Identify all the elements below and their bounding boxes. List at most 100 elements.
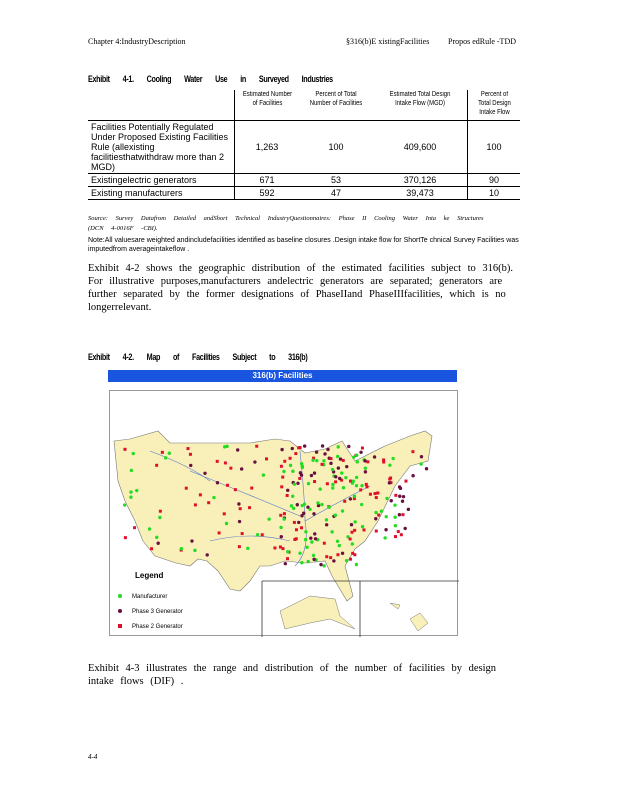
facility-marker [324, 523, 329, 527]
facility-marker [297, 520, 301, 525]
facility-marker [373, 492, 377, 496]
facility-marker [298, 476, 302, 480]
facility-marker [281, 475, 285, 479]
facility-marker [288, 456, 292, 460]
facility-marker [155, 463, 159, 467]
facility-marker [404, 479, 408, 483]
facility-marker [374, 529, 378, 533]
facility-marker [158, 515, 162, 520]
facility-marker [359, 450, 363, 455]
facility-marker [286, 557, 290, 561]
facility-marker [401, 513, 405, 517]
facility-marker [292, 482, 297, 486]
facility-marker [179, 547, 184, 551]
facility-marker [296, 481, 300, 485]
facility-marker [393, 503, 397, 507]
facility-marker [129, 495, 133, 499]
facility-marker [281, 547, 285, 551]
facility-marker [334, 480, 338, 484]
facility-marker [188, 452, 192, 456]
facility-marker [336, 445, 340, 449]
facility-marker [311, 458, 315, 462]
facility-marker [349, 479, 353, 483]
facility-marker [399, 533, 403, 537]
facility-marker [359, 502, 364, 507]
facility-marker [376, 491, 380, 495]
facility-marker [379, 509, 384, 513]
map-legend: Manufacturer Phase 3 Generator Phase 2 G… [118, 590, 183, 635]
facility-marker [279, 464, 283, 468]
facility-marker [336, 553, 340, 557]
facility-marker [253, 460, 257, 464]
facility-marker [156, 541, 160, 545]
facility-marker [129, 468, 134, 473]
facility-marker [135, 488, 139, 493]
facility-marker [298, 551, 302, 555]
facility-marker [273, 546, 277, 550]
alaska-shape [279, 595, 356, 630]
header-section: §316(b)E xistingFacilities [346, 37, 430, 46]
facility-marker [336, 466, 341, 470]
facility-marker [343, 499, 347, 503]
facility-marker [302, 444, 307, 448]
table-header-row: Estimated Number of Facilities Percent o… [88, 90, 520, 121]
cell: 53 [299, 173, 373, 187]
facility-marker [335, 454, 340, 459]
row-label: Existing manufacturers [88, 186, 235, 200]
facility-marker [299, 473, 304, 477]
facility-marker [320, 462, 324, 466]
cell: 10 [467, 186, 520, 200]
facility-marker [368, 492, 372, 496]
facility-marker [313, 480, 317, 484]
facility-marker [303, 537, 308, 542]
facility-marker [193, 548, 197, 553]
facility-marker [297, 446, 301, 450]
cell: 90 [467, 173, 520, 187]
facility-marker [261, 473, 266, 477]
facility-marker [329, 457, 333, 461]
facility-marker [306, 505, 310, 509]
facility-marker [353, 553, 357, 557]
facility-marker [340, 551, 345, 555]
facility-marker [419, 462, 423, 466]
facility-marker [348, 537, 352, 541]
facility-marker [312, 512, 316, 516]
cell: 1,263 [234, 120, 299, 174]
facility-marker [279, 535, 283, 539]
facility-marker [207, 501, 211, 505]
facility-marker [411, 450, 415, 454]
col-header: Estimated Total Design Intake Flow (MGD) [380, 90, 461, 121]
facility-marker [309, 536, 313, 540]
facility-marker [330, 467, 335, 472]
facility-marker [325, 482, 329, 486]
facility-marker [295, 503, 299, 507]
facility-marker [290, 446, 294, 451]
facility-marker [322, 541, 326, 545]
facility-marker [359, 488, 363, 492]
facility-marker [217, 531, 221, 535]
facility-marker [388, 477, 392, 481]
facility-marker [352, 494, 357, 499]
facility-marker [301, 511, 306, 515]
facility-marker [305, 545, 309, 549]
facility-marker [186, 447, 190, 451]
facility-marker [224, 521, 229, 526]
facility-marker [332, 559, 336, 563]
facility-marker [325, 555, 329, 559]
facilities-map: Legend Manufacturer Phase 3 Generator Ph… [109, 390, 459, 637]
facility-marker [313, 537, 318, 541]
facility-marker [294, 452, 298, 456]
paragraph-1: Exhibit 4-2 shows the geographic distrib… [88, 263, 514, 313]
facility-marker [347, 444, 351, 449]
facility-marker [291, 469, 295, 473]
facility-marker [385, 496, 389, 501]
facility-marker [393, 515, 397, 519]
cell: 409,600 [373, 120, 468, 174]
facility-marker [283, 459, 287, 463]
facility-marker [326, 447, 330, 452]
facility-marker [341, 486, 346, 490]
exhibit-4-2-title: Exhibit 4-2. Map of Facilities Subject t… [88, 352, 308, 362]
facility-marker [312, 456, 316, 460]
facility-marker [389, 499, 393, 503]
facility-marker [255, 444, 259, 448]
